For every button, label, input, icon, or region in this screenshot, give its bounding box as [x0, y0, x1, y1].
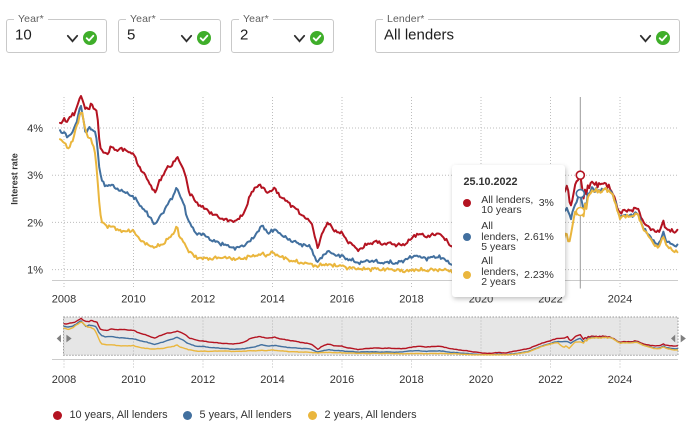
- svg-text:4%: 4%: [27, 123, 43, 135]
- svg-text:2008: 2008: [52, 374, 76, 386]
- svg-text:2010: 2010: [121, 374, 145, 386]
- svg-text:2018: 2018: [399, 374, 423, 386]
- svg-text:2016: 2016: [330, 374, 354, 386]
- svg-text:2012: 2012: [191, 294, 215, 306]
- svg-text:2024: 2024: [608, 374, 632, 386]
- svg-text:2008: 2008: [52, 294, 76, 306]
- svg-text:2020: 2020: [469, 374, 493, 386]
- svg-text:2022: 2022: [538, 374, 562, 386]
- svg-text:2022: 2022: [538, 294, 562, 306]
- svg-text:1%: 1%: [27, 265, 43, 277]
- svg-text:2020: 2020: [469, 294, 493, 306]
- svg-text:2012: 2012: [191, 374, 215, 386]
- svg-text:Interest rate: Interest rate: [10, 153, 20, 205]
- svg-text:2010: 2010: [121, 294, 145, 306]
- svg-text:2016: 2016: [330, 294, 354, 306]
- svg-text:2%: 2%: [27, 217, 43, 229]
- svg-text:2014: 2014: [260, 294, 284, 306]
- svg-text:2014: 2014: [260, 374, 284, 386]
- svg-text:3%: 3%: [27, 170, 43, 182]
- svg-text:2024: 2024: [608, 294, 632, 306]
- svg-text:2018: 2018: [399, 294, 423, 306]
